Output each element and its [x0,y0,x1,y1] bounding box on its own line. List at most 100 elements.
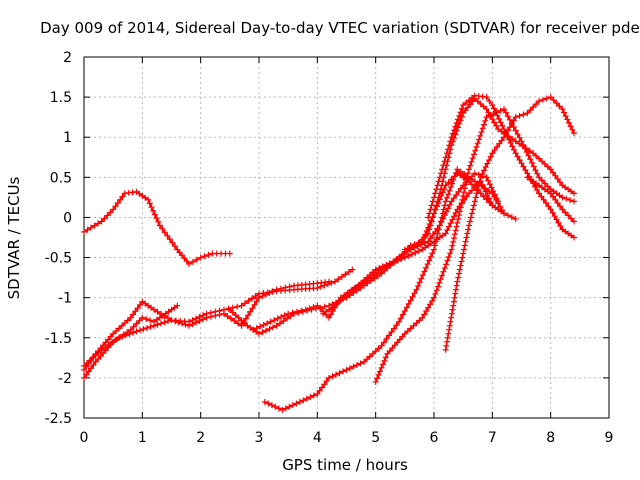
data-point [266,289,273,296]
data-point [193,319,199,326]
data-point [463,234,470,241]
data-point [425,304,432,311]
data-point [375,273,381,280]
data-point [459,196,466,203]
data-point [151,306,157,313]
data-point [516,156,523,163]
data-point [439,210,446,217]
series-arc-12 [442,94,577,353]
data-point [506,124,513,131]
data-point [533,101,540,108]
data-point [235,320,241,327]
data-point [249,305,256,312]
data-point [205,251,212,258]
data-point [536,155,542,162]
data-point [98,218,105,225]
data-point [418,275,425,282]
data-point [450,195,457,202]
y-tick-label: -1.5 [45,331,72,347]
data-point [452,227,459,234]
data-point [451,127,458,134]
data-point [374,375,381,382]
data-point [415,248,422,255]
y-tick-labels: 2 1.5 1 0.5 0 -0.5 -1 -1.5 -2 -2.5 [45,50,72,427]
data-point [457,168,464,175]
data-point [88,224,94,231]
data-point [457,109,464,116]
data-point [193,256,200,263]
data-point [413,320,420,327]
data-point [314,302,321,309]
data-point [436,279,443,286]
data-point [471,151,477,158]
data-point [532,167,539,174]
data-point [462,238,469,245]
data-point [381,339,387,346]
data-point [429,232,436,239]
data-point [461,189,467,196]
data-point [242,300,248,307]
data-point [336,370,343,377]
data-point [379,361,386,368]
data-point [435,178,442,185]
data-point [371,275,378,282]
data-point [501,106,507,113]
data-point [134,305,141,312]
data-point [470,202,477,209]
data-point [127,314,134,321]
data-point [445,253,452,260]
data-point [460,250,467,257]
data-point [165,315,171,322]
data-point [493,122,500,129]
data-point [475,182,482,189]
data-point [279,406,286,413]
data-point [356,281,363,288]
data-point [479,125,486,132]
series-arc-8 [261,166,519,413]
data-point [326,374,332,381]
data-point [161,229,168,236]
data-point [329,308,336,315]
data-point [499,207,506,214]
data-point [549,209,556,216]
y-tick-label: -0.5 [45,251,72,267]
data-point [364,280,371,287]
data-point [359,279,366,286]
data-point [90,354,97,361]
data-point [289,402,296,409]
data-point [345,268,352,275]
data-point [445,179,452,186]
x-axis-label: GPS time / hours [282,456,408,474]
data-point [363,356,370,363]
data-point [95,220,101,227]
data-point [547,190,554,197]
data-point [207,313,214,320]
data-point [557,223,564,230]
x-tick-label: 8 [546,430,555,446]
data-point [372,266,379,273]
data-point [226,250,233,257]
data-point [444,227,451,234]
data-point [182,321,189,328]
data-point [526,147,533,154]
data-point [113,328,120,335]
data-point [474,98,481,105]
data-point [456,270,462,277]
data-point [485,187,492,194]
data-point [238,322,245,329]
data-point [231,317,238,324]
data-point [479,170,486,177]
series-arc-4 [81,302,181,381]
data-point [468,181,475,188]
data-point [468,187,475,194]
data-point [245,297,252,304]
data-point [444,257,451,264]
data-point [169,239,176,246]
data-point [539,96,546,103]
data-point [428,202,435,209]
data-point [139,314,146,321]
data-point [427,253,434,260]
data-point [510,117,517,124]
data-point [459,254,466,261]
data-point [369,350,376,357]
